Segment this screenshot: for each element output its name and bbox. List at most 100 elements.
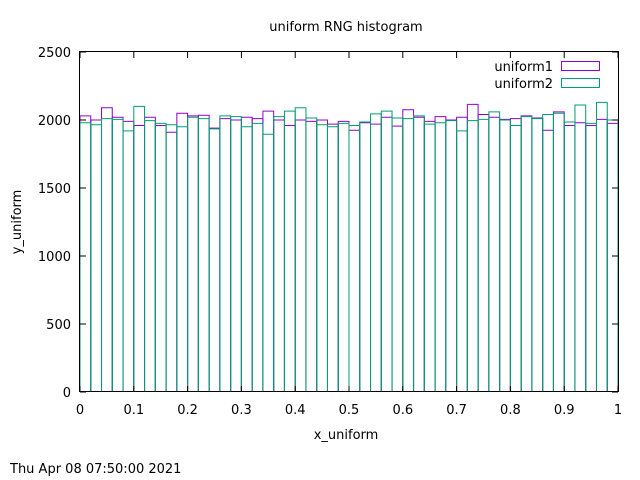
x-tick-label: 1 — [614, 403, 622, 418]
bar-uniform2-48 — [595, 101, 608, 392]
x-tick-label: 0.1 — [123, 403, 144, 418]
bar-uniform2-9 — [176, 126, 189, 392]
bar-uniform2-42 — [531, 118, 544, 392]
bar-uniform1-35 — [456, 116, 468, 392]
bar-uniform1-14 — [230, 119, 242, 392]
bar-uniform2-36 — [466, 120, 479, 392]
bar-uniform1-30 — [402, 109, 415, 392]
bar-uniform1-32 — [423, 120, 436, 392]
bar-uniform1-7 — [154, 124, 167, 392]
legend-label-uniform1: uniform1 — [494, 60, 553, 75]
x-tick-label: 0.2 — [177, 403, 198, 418]
bar-uniform2-46 — [574, 104, 587, 392]
legend: uniform1 uniform2 — [494, 60, 600, 92]
bar-uniform2-18 — [273, 116, 285, 392]
bar-uniform2-11 — [197, 118, 210, 392]
chart-title: uniform RNG histogram — [269, 20, 422, 35]
bar-uniform2-17 — [262, 133, 275, 392]
x-tick-label: 0.9 — [554, 403, 575, 418]
bar-uniform1-49 — [606, 122, 619, 392]
bar-uniform2-31 — [413, 115, 425, 392]
bar-uniform1-23 — [326, 123, 339, 392]
bar-uniform1-31 — [413, 116, 425, 392]
bar-uniform1-21 — [305, 120, 318, 392]
x-tick-label: 0.7 — [446, 403, 467, 418]
x-tick-label: 0.4 — [285, 403, 306, 418]
bar-uniform1-3 — [111, 116, 124, 392]
bar-uniform2-37 — [477, 118, 490, 392]
bar-uniform1-40 — [509, 118, 522, 392]
bar-uniform1-16 — [251, 118, 264, 392]
bar-uniform1-41 — [520, 115, 533, 392]
axis-ticks: 0 0.1 0.2 0.3 0.4 0.5 0.6 0.7 0.8 0.9 1 0 500 1000 150… — [38, 46, 622, 418]
y-tick-label: 2500 — [38, 46, 71, 61]
bar-uniform1-38 — [488, 116, 501, 392]
bar-uniform2-10 — [187, 116, 199, 392]
bar-uniform2-40 — [509, 124, 522, 392]
x-tick-label: 0.8 — [500, 403, 521, 418]
bar-uniform1-11 — [197, 114, 210, 392]
bar-uniform2-12 — [208, 128, 221, 392]
bar-uniform2-15 — [240, 126, 253, 392]
bar-uniform2-41 — [520, 116, 533, 392]
bar-uniform2-0 — [79, 122, 92, 392]
bar-uniform1-1 — [90, 119, 103, 392]
x-tick-label: 0.6 — [392, 403, 413, 418]
bar-uniform1-24 — [337, 120, 350, 392]
bar-uniform1-20 — [294, 119, 307, 392]
bar-uniform1-9 — [176, 112, 189, 392]
bar-uniform1-46 — [574, 122, 587, 392]
x-tick-label: 0.3 — [231, 403, 252, 418]
bar-uniform1-8 — [165, 131, 178, 392]
bar-uniform1-39 — [499, 118, 511, 392]
bar-uniform2-16 — [251, 122, 264, 392]
bar-uniform1-17 — [262, 110, 275, 392]
y-tick-label: 1500 — [38, 182, 71, 197]
y-tick-label: 1000 — [38, 250, 71, 265]
y-tick-label: 0 — [63, 386, 71, 401]
bar-uniform1-43 — [542, 129, 554, 392]
bar-uniform2-27 — [370, 113, 382, 392]
legend-label-uniform2: uniform2 — [494, 77, 553, 92]
bar-uniform2-47 — [585, 122, 597, 392]
bar-uniform2-1 — [90, 124, 103, 392]
bar-uniform1-4 — [122, 120, 135, 392]
bar-uniform1-12 — [208, 127, 221, 392]
bar-uniform1-47 — [585, 124, 597, 392]
timestamp: Thu Apr 08 07:50:00 2021 — [10, 462, 182, 477]
bar-uniform2-28 — [380, 110, 393, 392]
bar-uniform2-45 — [563, 121, 576, 392]
bar-uniform2-39 — [499, 119, 511, 392]
bar-uniform1-6 — [144, 116, 156, 392]
bar-uniform2-30 — [402, 118, 415, 392]
bar-uniform2-33 — [434, 122, 447, 392]
histogram-bars — [79, 101, 619, 392]
bar-uniform1-2 — [101, 107, 113, 392]
bar-uniform1-19 — [283, 124, 296, 392]
bar-uniform1-36 — [466, 103, 479, 392]
bar-uniform2-25 — [348, 124, 361, 392]
bar-uniform2-26 — [359, 121, 372, 392]
bar-uniform1-5 — [133, 124, 146, 392]
bar-uniform2-4 — [122, 130, 135, 392]
bar-uniform1-25 — [348, 129, 361, 392]
bar-uniform2-6 — [144, 120, 156, 392]
bar-uniform1-13 — [219, 118, 232, 392]
bar-uniform1-42 — [531, 117, 544, 392]
bar-uniform1-28 — [380, 116, 393, 392]
bar-uniform1-37 — [477, 114, 490, 392]
legend-swatch-uniform2 — [561, 78, 600, 88]
bar-uniform2-8 — [165, 124, 178, 392]
bar-uniform1-33 — [434, 116, 447, 392]
bar-uniform2-34 — [445, 120, 458, 392]
bar-uniform2-14 — [230, 116, 242, 392]
bar-uniform1-27 — [370, 123, 382, 392]
bar-uniform2-43 — [542, 114, 554, 392]
bar-uniform1-22 — [316, 119, 328, 392]
bar-uniform2-2 — [101, 118, 113, 392]
y-axis-label: y_uniform — [10, 190, 25, 255]
bar-uniform2-29 — [391, 117, 404, 392]
bar-uniform2-20 — [294, 107, 307, 392]
bar-uniform2-24 — [337, 122, 350, 392]
